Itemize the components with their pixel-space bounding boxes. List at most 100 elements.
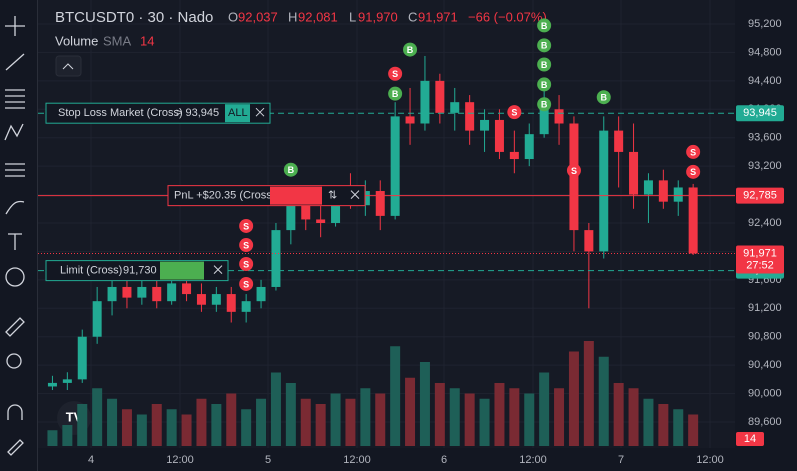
close-button[interactable]: [255, 107, 265, 117]
trade-marker-label: S: [243, 240, 249, 250]
trade-marker-label: B: [541, 80, 548, 90]
trade-marker-label: S: [690, 147, 696, 157]
candle-body: [420, 80, 430, 124]
trade-marker-label: S: [243, 221, 249, 231]
trade-marker: [537, 18, 552, 33]
volume-bar: [405, 377, 416, 446]
volume-bar: [449, 388, 460, 446]
text-tool[interactable]: [8, 233, 22, 250]
volume-bar: [598, 356, 609, 446]
volume-bar: [539, 372, 550, 446]
undefined: Stop Loss Market (Cross): [58, 107, 183, 119]
volume-bar: [241, 409, 252, 446]
trendline-tool[interactable]: [5, 53, 25, 71]
trade-marker-label: S: [511, 108, 517, 118]
fib-tool[interactable]: [5, 89, 25, 109]
candle-body: [614, 130, 624, 152]
undefined: Limit (Cross): [60, 265, 122, 277]
volume-bar: [673, 409, 684, 446]
undefined: PnL +$20.35 (Cross): [174, 190, 275, 202]
volume-bar: [300, 398, 311, 446]
reverse-icon: ⇅: [328, 190, 337, 202]
volume-bar: [256, 398, 267, 446]
trade-marker-label: S: [392, 69, 398, 79]
toolbar[interactable]: [4, 16, 25, 456]
candle-body: [494, 119, 504, 152]
volume-bar: [92, 388, 103, 446]
trade-marker-label: B: [541, 21, 548, 31]
trade-marker: [239, 218, 254, 233]
volume-bar: [643, 398, 654, 446]
volume-tag-label: 14: [744, 433, 756, 445]
crosshair-tool[interactable]: [5, 16, 25, 36]
projection-tool[interactable]: [5, 163, 25, 177]
trade-marker-label: S: [690, 167, 696, 177]
volume-bar: [375, 393, 386, 446]
y-tick-label: 92,400: [748, 217, 782, 229]
y-tick-label: 93,200: [748, 160, 782, 172]
trade-marker-label: S: [243, 259, 249, 269]
sma-length: 14: [140, 33, 154, 48]
ordr-btn-bg[interactable]: [225, 104, 250, 123]
volume-bar: [47, 430, 58, 446]
volume-bar: [121, 409, 132, 446]
emoji-tool[interactable]: [5, 267, 25, 287]
magnet-tool[interactable]: [7, 404, 23, 420]
candle-body: [450, 102, 460, 113]
trade-marker: [537, 57, 552, 72]
y-tick-label: 94,800: [748, 46, 782, 58]
candle-body: [688, 187, 698, 254]
collapse-button[interactable]: [55, 55, 82, 77]
volume-bar: [658, 404, 669, 446]
candle-body: [92, 301, 102, 337]
trade-marker-label: B: [407, 45, 414, 55]
zoom-tool[interactable]: [6, 353, 22, 369]
trade-marker-label: S: [243, 279, 249, 289]
candle-body: [196, 294, 206, 305]
measure-tool[interactable]: [5, 317, 25, 337]
trade-marker: [283, 162, 298, 177]
pattern-tool[interactable]: [4, 123, 24, 141]
volume-bar: [479, 398, 490, 446]
candle-body: [629, 151, 639, 195]
trade-marker-label: B: [541, 41, 548, 51]
volume-bar: [509, 388, 520, 446]
volume-bar: [151, 404, 162, 446]
candle-body: [673, 187, 683, 202]
volume-bar: [196, 398, 207, 446]
close-button[interactable]: [213, 265, 223, 274]
price-tag-label: 92,785: [743, 190, 777, 202]
volume-bar: [583, 341, 594, 446]
trade-marker: [537, 38, 552, 53]
candle-body: [435, 80, 445, 113]
brush-tool[interactable]: [5, 200, 25, 215]
candle-body: [643, 180, 653, 195]
candle-body: [539, 109, 549, 135]
collapse-icon: [62, 63, 74, 70]
x-tick-label: 12:00: [343, 454, 371, 466]
close-button[interactable]: [350, 190, 360, 199]
trade-marker: [239, 238, 254, 253]
volume-bar: [77, 404, 88, 446]
trade-marker: [537, 97, 552, 112]
candle-body: [271, 230, 281, 287]
ohlc-value: 91,971: [418, 9, 458, 24]
limit-qty-bg[interactable]: [160, 261, 204, 280]
lock-tool[interactable]: [7, 439, 24, 456]
candle-body: [137, 286, 147, 298]
x-tick-label: 5: [265, 454, 271, 466]
volume-bar: [270, 372, 281, 446]
candle-body: [122, 286, 132, 298]
pnl-qty-bg[interactable]: [270, 186, 322, 205]
ohlc-value: 92,037: [238, 9, 278, 24]
trade-marker-label: B: [392, 89, 399, 99]
x-tick-label: 12:00: [519, 454, 547, 466]
volume-label: Volume: [55, 33, 98, 48]
volume-bar: [211, 404, 222, 446]
y-tick-label: 90,800: [748, 331, 782, 343]
candle-body: [226, 294, 236, 312]
undefined: 91,730: [123, 265, 157, 277]
ohlc-key: H: [288, 9, 297, 24]
